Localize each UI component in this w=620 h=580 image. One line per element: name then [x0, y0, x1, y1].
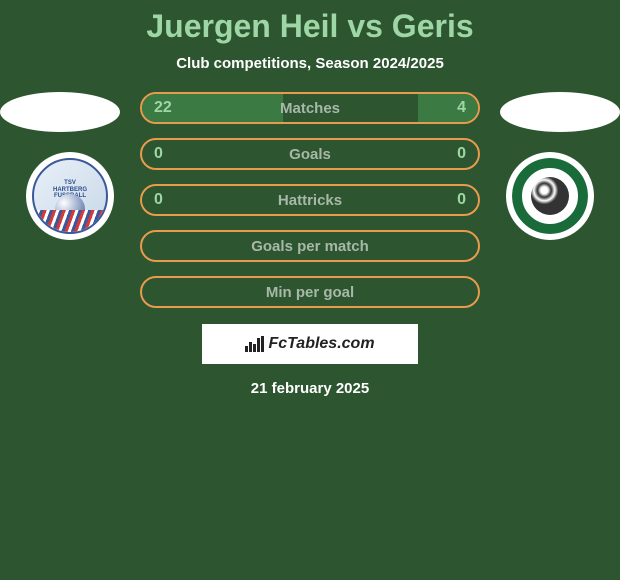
season-subtitle: Club competitions, Season 2024/2025	[0, 55, 620, 72]
player-photo-right	[500, 92, 620, 132]
comparison-title: Juergen Heil vs Geris	[0, 8, 620, 45]
chart-bars-icon	[245, 336, 264, 352]
stat-value-right: 0	[457, 145, 466, 163]
stat-value-left: 22	[154, 99, 172, 117]
stat-value-right: 4	[457, 99, 466, 117]
stat-bar: 22 4 Matches	[140, 92, 480, 124]
stat-label: Hattricks	[278, 192, 342, 209]
header: Juergen Heil vs Geris Club competitions,…	[0, 0, 620, 72]
stat-bar: Goals per match	[140, 230, 480, 262]
stat-bar: Min per goal	[140, 276, 480, 308]
content-area: TSV HARTBERGFUSSBALL 224Matches00Goals00…	[0, 92, 620, 397]
stat-bar: 0 0 Goals	[140, 138, 480, 170]
stats-container: 22 4 Matches 0 0 Goals 0 0 Hattricks Goals per ma…	[140, 92, 480, 308]
stat-value-right: 0	[457, 191, 466, 209]
hartberg-logo-icon: TSV HARTBERGFUSSBALL	[32, 158, 108, 234]
stat-fill-right	[418, 94, 478, 122]
branding-text: FcTables.com	[268, 335, 374, 353]
team-logo-left: TSV HARTBERGFUSSBALL	[26, 152, 114, 240]
stat-label: Goals per match	[251, 238, 369, 255]
stat-label: Goals	[289, 146, 331, 163]
stat-value-left: 0	[154, 145, 163, 163]
team-logo-right	[506, 152, 594, 240]
date-text: 21 february 2025	[0, 380, 620, 397]
wattens-logo-icon	[512, 158, 588, 234]
stat-bar: 0 0 Hattricks	[140, 184, 480, 216]
player-photo-left	[0, 92, 120, 132]
branding-box: FcTables.com	[202, 324, 418, 364]
stat-label: Min per goal	[266, 284, 354, 301]
stat-label: Matches	[280, 100, 340, 117]
stat-value-left: 0	[154, 191, 163, 209]
